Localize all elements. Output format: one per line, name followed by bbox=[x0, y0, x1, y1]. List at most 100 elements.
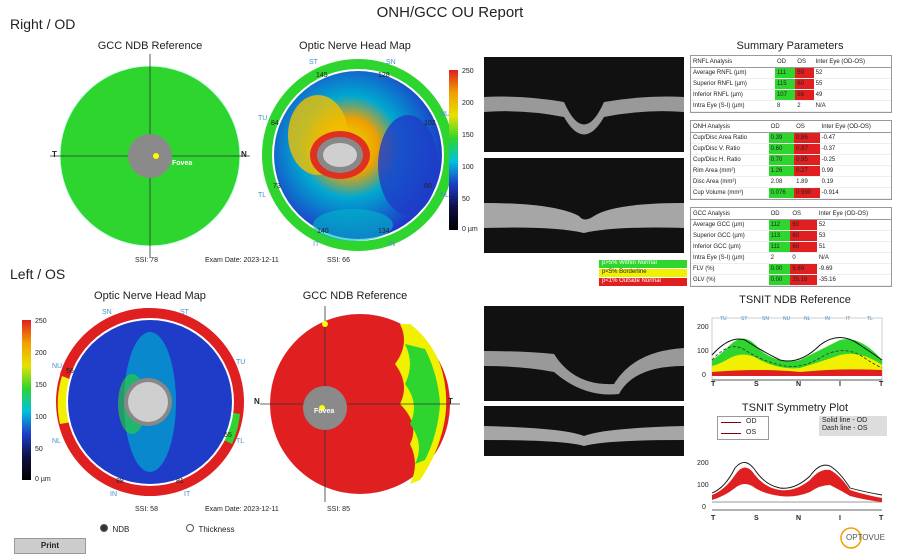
rnfl-h2: OS bbox=[795, 56, 814, 68]
gcc-r3-os: 0 bbox=[790, 252, 817, 264]
gcc-r0-od: 112 bbox=[768, 219, 791, 231]
onh-r5-diff: -0.914 bbox=[819, 187, 891, 199]
ndb-y-200: 200 bbox=[697, 324, 709, 331]
onh-r0-diff: -0.47 bbox=[819, 132, 891, 144]
rnfl-r0-os: 59 bbox=[795, 67, 814, 79]
sym-x-s: S bbox=[754, 515, 759, 522]
od-value-tu: 84 bbox=[271, 120, 279, 127]
os-exam-date: Exam Date: 2023-12-11 bbox=[205, 506, 279, 513]
onh-r1-label: Cup/Disc V. Ratio bbox=[691, 143, 769, 155]
thickness-radio-dot[interactable] bbox=[186, 523, 194, 532]
gcc-r3-od: 2 bbox=[768, 252, 791, 264]
os-onh-map bbox=[56, 307, 244, 496]
onh-r1-os: 0.97 bbox=[794, 143, 820, 155]
od-cb-250: 250 bbox=[462, 68, 474, 75]
sym-x-t2: T bbox=[879, 515, 884, 522]
od-oct-onh-scan bbox=[484, 57, 684, 152]
ndb-x-i: I bbox=[839, 381, 841, 388]
gcc-r5-label: GLV (%) bbox=[691, 274, 769, 286]
sym-legend-od: OD bbox=[746, 418, 757, 425]
od-gcc-map bbox=[50, 54, 250, 258]
ndb-y-100: 100 bbox=[697, 348, 709, 355]
onh-table: ONH Analysis OD OS Inter Eye (OD-OS) Cup/Di… bbox=[690, 120, 892, 200]
os-value-in: 88 bbox=[116, 478, 124, 485]
sym-y-0: 0 bbox=[702, 504, 706, 511]
onh-r5-od: 0.076 bbox=[768, 187, 795, 199]
os-onh-ssi: SSI: 58 bbox=[135, 506, 158, 513]
od-cb-200: 200 bbox=[462, 100, 474, 107]
sym-legend-box: OD OS bbox=[717, 416, 769, 440]
os-fovea-label: Fovea bbox=[314, 408, 335, 415]
os-cb-200: 200 bbox=[35, 350, 47, 357]
od-sector-tu: TU bbox=[258, 115, 268, 122]
od-sector-it: IT bbox=[313, 241, 320, 248]
sym-x-n: N bbox=[796, 515, 802, 522]
onh-h0: ONH Analysis bbox=[691, 121, 769, 133]
os-oct-onh-scan bbox=[484, 306, 684, 401]
rnfl-r3-os: 2 bbox=[795, 100, 814, 112]
os-cb-250: 250 bbox=[35, 318, 47, 325]
gcc-r1-os: 60 bbox=[790, 230, 817, 242]
legend-borderline: p<5% Borderline bbox=[599, 269, 687, 277]
ndb-radio-dot[interactable] bbox=[100, 523, 108, 532]
od-value-nl: 80 bbox=[424, 183, 432, 190]
rnfl-r0-label: Average RNFL (µm) bbox=[691, 67, 775, 79]
sym-note: Solid line - OD Dash line - OS bbox=[819, 416, 887, 436]
gcc-r2-od: 111 bbox=[768, 241, 791, 253]
od-sector-in: IN bbox=[388, 241, 395, 248]
rnfl-table: RNFL Analysis OD OS Inter Eye (OD-OS) Avera… bbox=[690, 55, 892, 113]
rnfl-r3-diff: N/A bbox=[813, 100, 891, 112]
gcc-r1-label: Superior GCC (µm) bbox=[691, 230, 769, 242]
od-value-tl: 73 bbox=[273, 183, 281, 190]
onh-h3: Inter Eye (OD-OS) bbox=[819, 121, 891, 133]
od-onh-ssi: SSI: 66 bbox=[327, 257, 350, 264]
onh-r5-os: 0.990 bbox=[794, 187, 820, 199]
onh-r4-label: Disc Area (mm²) bbox=[691, 176, 769, 188]
ndb-x-s: S bbox=[754, 381, 759, 388]
gcc-r0-diff: 52 bbox=[816, 219, 891, 231]
os-value-tl: 55 bbox=[224, 432, 232, 439]
rnfl-r1-label: Superior RNFL (µm) bbox=[691, 78, 775, 90]
tsnit-ndb-chart bbox=[690, 310, 890, 402]
thickness-radio[interactable]: Thickness bbox=[186, 519, 266, 534]
gcc-r2-diff: 51 bbox=[816, 241, 891, 253]
sym-note-dash: Dash line - OS bbox=[822, 425, 868, 432]
rnfl-r2-od: 107 bbox=[774, 89, 796, 101]
onh-r2-os: 0.95 bbox=[794, 154, 820, 166]
rnfl-r2-label: Inferior RNFL (µm) bbox=[691, 89, 775, 101]
onh-h1: OD bbox=[768, 121, 795, 133]
od-colorbar bbox=[449, 70, 458, 230]
logo-text: OPTOVUE bbox=[846, 533, 885, 542]
thickness-radio-label: Thickness bbox=[198, 525, 235, 534]
os-cb-150: 150 bbox=[35, 382, 47, 389]
legend-within: p>5% Within Normal bbox=[599, 260, 687, 268]
onh-r2-diff: -0.25 bbox=[819, 154, 891, 166]
left-eye-label: Left / OS bbox=[10, 266, 66, 282]
sym-legend-os: OS bbox=[746, 429, 757, 436]
onh-r1-od: 0.60 bbox=[768, 143, 795, 155]
gcc-r1-od: 113 bbox=[768, 230, 791, 242]
od-sector-tl: TL bbox=[258, 192, 267, 199]
onh-r2-label: Cup/Disc H. Ratio bbox=[691, 154, 769, 166]
onh-r4-diff: 0.19 bbox=[819, 176, 891, 188]
os-gcc-title: GCC NDB Reference bbox=[302, 290, 408, 302]
gcc-r5-os: 35.16 bbox=[790, 274, 817, 286]
ndb-radio[interactable]: NDB bbox=[100, 519, 160, 534]
od-value-nu: 102 bbox=[424, 120, 436, 127]
od-value-sn: 128 bbox=[378, 72, 390, 79]
gcc-r4-diff: -9.69 bbox=[816, 263, 891, 275]
os-gcc-map bbox=[260, 306, 460, 502]
os-sector-tu: TU bbox=[236, 359, 246, 366]
print-button[interactable]: Print bbox=[14, 538, 86, 554]
rnfl-r1-od: 115 bbox=[774, 78, 796, 90]
od-onh-map bbox=[262, 59, 454, 251]
optovue-logo: OPTOVUE bbox=[840, 527, 890, 549]
rnfl-r3-od: 8 bbox=[774, 100, 796, 112]
tsnit-sym-title: TSNIT Symmetry Plot bbox=[741, 402, 849, 414]
os-sector-st: ST bbox=[180, 309, 189, 316]
gcc-h1: OD bbox=[768, 208, 791, 220]
rnfl-h3: Inter Eye (OD-OS) bbox=[813, 56, 891, 68]
od-exam-date: Exam Date: 2023-12-11 bbox=[205, 257, 279, 264]
rnfl-h0: RNFL Analysis bbox=[691, 56, 775, 68]
onh-r4-od: 2.08 bbox=[768, 176, 795, 188]
